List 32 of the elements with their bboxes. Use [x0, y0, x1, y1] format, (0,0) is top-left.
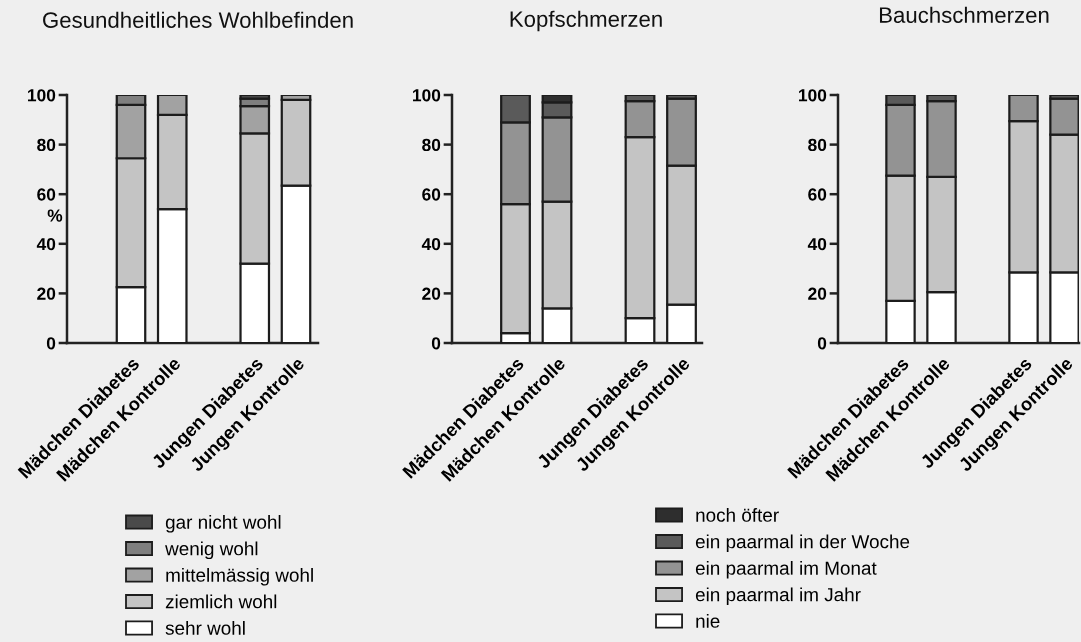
chart-title: Bauchschmerzen	[879, 6, 1049, 23]
chart-title: Kopfschmerzen	[510, 10, 662, 32]
legend-label: ziemlich wohl	[165, 594, 277, 609]
y-tick-label: 80	[808, 138, 827, 152]
legend-label: mittelmässig wohl	[166, 567, 313, 586]
legend-label: wenig wohl	[165, 541, 258, 560]
legend-label: gar nicht wohl	[165, 515, 281, 533]
y-tick-label: 100	[28, 89, 56, 102]
y-tick-label: 20	[808, 287, 827, 300]
y-tick-label: 40	[421, 237, 441, 251]
y-tick-label: 0	[817, 337, 827, 350]
y-tick-label: 100	[799, 89, 827, 102]
y-tick-label: 60	[808, 188, 827, 201]
y-tick-label: 80	[37, 138, 56, 152]
y-tick-label: 40	[807, 237, 827, 251]
legend-label: noch öfter	[696, 508, 779, 522]
legend-label: ein paarmal im Jahr	[695, 587, 861, 606]
y-tick-label: 60	[422, 188, 441, 201]
legend-label: ein paarmal im Monat	[695, 560, 877, 579]
legend-label: ein paarmal in der Woche	[695, 534, 910, 553]
legend-label: sehr wohl	[165, 620, 245, 635]
y-tick-label: 40	[36, 237, 56, 251]
y-tick-label: 0	[431, 337, 441, 350]
y-tick-label: 0	[46, 337, 56, 350]
y-tick-label: 100	[413, 89, 441, 102]
y-tick-label: 20	[37, 287, 56, 300]
chart-title: Gesundheitliches Wohlbefinden	[43, 11, 353, 28]
y-axis-title: %	[47, 209, 63, 222]
y-tick-label: 20	[422, 287, 441, 300]
y-tick-label: 80	[422, 138, 441, 152]
legend-label: nie	[696, 613, 720, 628]
y-tick-label: 60	[37, 188, 56, 201]
